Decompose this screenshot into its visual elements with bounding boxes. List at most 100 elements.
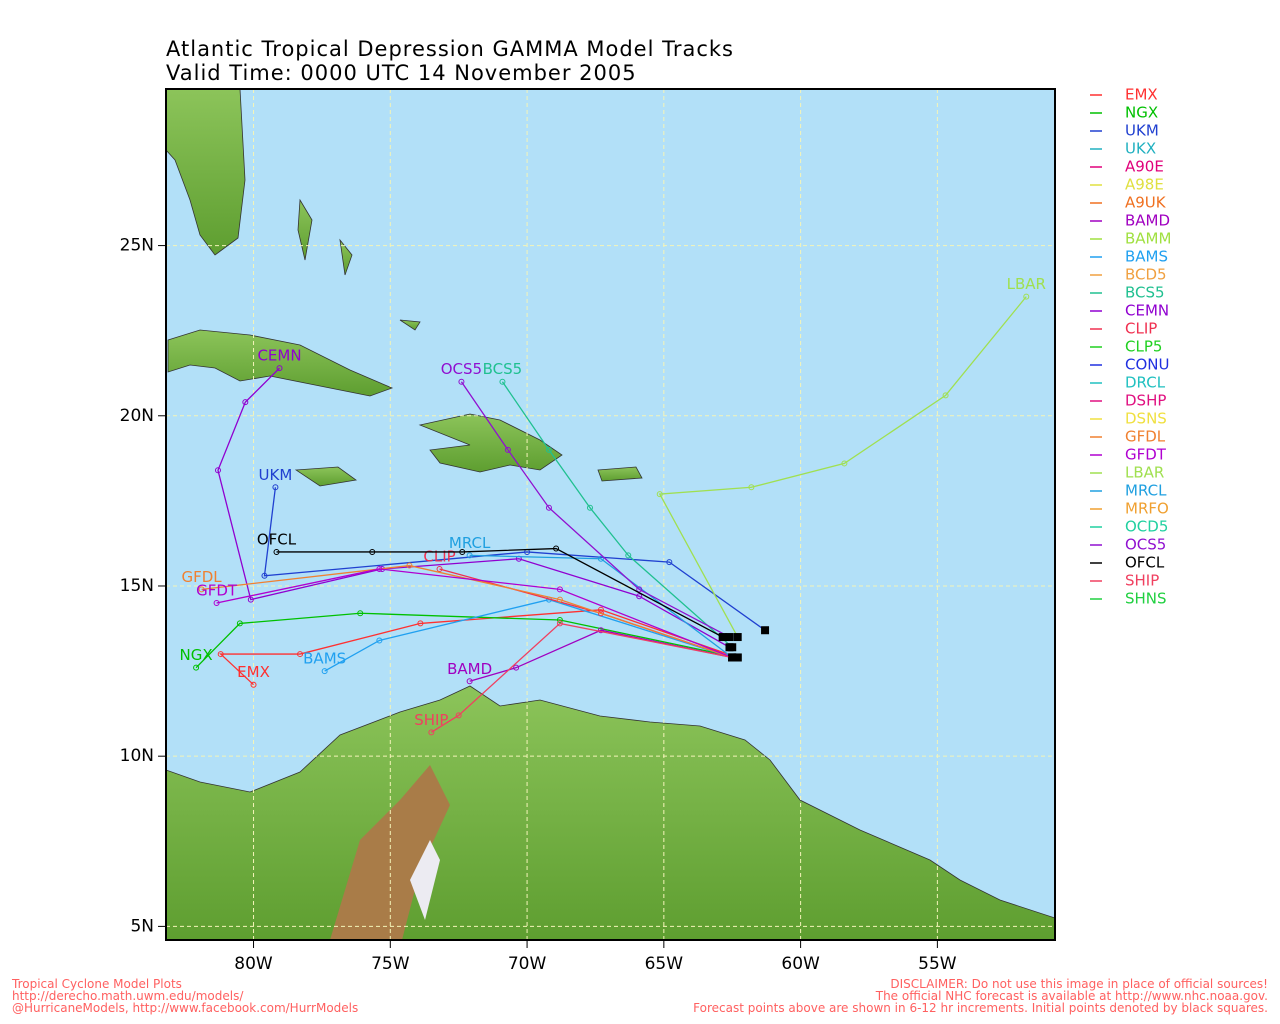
x-tick-label: 80W [234, 954, 273, 974]
forecast-point [636, 593, 643, 600]
forecast-point [455, 712, 462, 719]
footer-right: Forecast points above are shown in 6-12 … [693, 1001, 1268, 1015]
legend-label: BAMD [1125, 212, 1170, 230]
forecast-point [597, 606, 604, 613]
forecast-point [198, 586, 205, 593]
track [469, 554, 733, 658]
forecast-point [272, 484, 279, 491]
forecast-point [193, 664, 200, 671]
legend-label: DSHP [1125, 392, 1166, 410]
forecast-point [406, 562, 413, 569]
initial-point [725, 643, 734, 652]
footer-right: The official NHC forecast is available a… [875, 989, 1268, 1003]
legend-label: CONU [1125, 356, 1169, 374]
forecast-point [597, 555, 604, 562]
forecast-point [213, 600, 220, 607]
x-tick-label: 65W [645, 954, 684, 974]
legend-label: UKM [1125, 122, 1159, 140]
track-label: BAMD [447, 660, 492, 678]
forecast-point [545, 446, 552, 453]
legend-label: NGX [1125, 104, 1158, 122]
forecast-point [466, 678, 473, 685]
legend-label: SHIP [1125, 572, 1159, 590]
forecast-point [499, 378, 506, 385]
forecast-point [459, 548, 466, 555]
track-label: CEMN [257, 347, 301, 365]
forecast-point [236, 620, 243, 627]
track [195, 612, 738, 669]
chart-title: Atlantic Tropical Depression GAMMA Model… [166, 37, 734, 61]
forecast-point [556, 617, 563, 624]
data-layer: EMXNGXUKMBAMDBAMSBCS5CEMNCLIPGFDLGFDTLBA… [166, 89, 1055, 940]
initial-point [718, 633, 727, 642]
initial-point [725, 633, 734, 642]
track-label: NGX [180, 646, 213, 664]
track [501, 381, 733, 648]
land [166, 89, 1055, 940]
track [201, 564, 733, 659]
forecast-point [428, 729, 435, 736]
track-label: SHIP [414, 711, 448, 729]
track-label: LBAR [1007, 275, 1046, 293]
legend-label: CLIP [1125, 320, 1157, 338]
forecast-point [545, 504, 552, 511]
legend-label: LBAR [1125, 464, 1164, 482]
y-tick-label: 15N [120, 576, 154, 596]
track-label: OFCL [257, 530, 297, 548]
footer-left: Tropical Cyclone Model Plots [11, 977, 182, 991]
legend-label: OCD5 [1125, 518, 1168, 536]
chart-subtitle: Valid Time: 0000 UTC 14 November 2005 [166, 61, 637, 85]
forecast-point [942, 392, 949, 399]
legend-label: BCD5 [1125, 266, 1167, 284]
forecast-point [273, 548, 280, 555]
x-tick-label: 75W [371, 954, 410, 974]
legend-label: A98E [1125, 176, 1164, 194]
forecast-point [458, 378, 465, 385]
track [658, 296, 1027, 638]
track [460, 381, 730, 638]
legend-label: SHNS [1125, 590, 1167, 608]
initial-point [733, 653, 742, 662]
track [430, 622, 733, 733]
forecast-point [261, 572, 268, 579]
legend-label: MRCL [1125, 482, 1167, 500]
legend-label: BCS5 [1125, 284, 1165, 302]
legend-label: UKX [1125, 140, 1156, 158]
track-label: OCS5 [441, 360, 482, 378]
legend-label: GFDT [1125, 446, 1167, 464]
track-label: BAMS [303, 650, 346, 668]
legend-label: BAMM [1125, 230, 1171, 248]
legend-label: A9UK [1125, 194, 1167, 212]
forecast-point [666, 559, 673, 566]
track-label: GFDL [181, 568, 222, 586]
forecast-point [586, 504, 593, 511]
forecast-point [556, 596, 563, 603]
forecast-point [376, 565, 383, 572]
forecast-point [417, 620, 424, 627]
track-label: EMX [237, 663, 270, 681]
forecast-point [1023, 293, 1030, 300]
legend-label: OFCL [1125, 554, 1165, 572]
annotations: 80W 75W 70W 65W 60W 55W5N10N15N20N25NEMXNGXUK… [11, 86, 1268, 1016]
forecast-point [841, 460, 848, 467]
y-tick-label: 5N [130, 916, 154, 936]
footer-right: DISCLAIMER: Do not use this image in pla… [890, 977, 1268, 991]
footer-left: http://derecho.math.uwm.edu/models/ [12, 989, 244, 1003]
legend-label: EMX [1125, 86, 1158, 104]
legend-label: A90E [1125, 158, 1164, 176]
x-tick-label: 70W [508, 954, 547, 974]
track-label: GFDT [196, 582, 238, 600]
legend-label: DSNS [1125, 410, 1167, 428]
x-tick-label: 60W [781, 954, 820, 974]
footer-left: @HurricaneModels, http://www.facebook.co… [12, 1001, 358, 1015]
track-label: MRCL [449, 534, 491, 552]
track [217, 367, 730, 648]
forecast-point [504, 446, 511, 453]
forecast-point [748, 484, 755, 491]
track [216, 568, 733, 659]
forecast-point [556, 586, 563, 593]
y-tick-label: 25N [120, 236, 154, 256]
forecast-point [357, 610, 364, 617]
